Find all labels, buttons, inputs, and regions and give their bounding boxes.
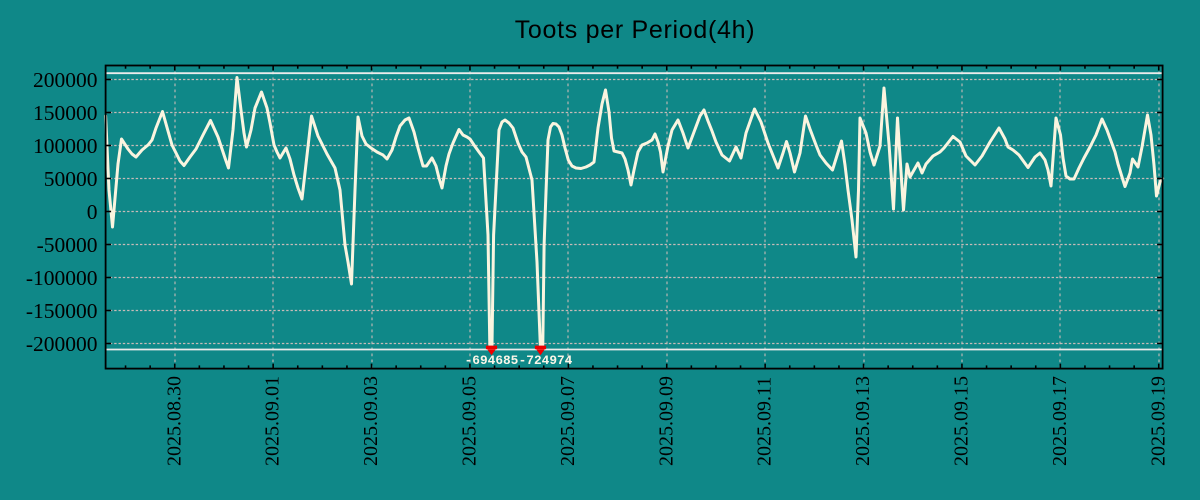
svg-text:-150000: -150000 — [26, 299, 98, 323]
svg-text:150000: 150000 — [33, 101, 98, 125]
svg-text:2025.08.30: 2025.08.30 — [163, 376, 185, 466]
svg-text:-100000: -100000 — [26, 266, 98, 290]
svg-text:2025.09.09: 2025.09.09 — [655, 376, 677, 466]
svg-text:2025.09.11: 2025.09.11 — [754, 377, 776, 466]
svg-text:2025.09.07: 2025.09.07 — [557, 376, 579, 466]
svg-text:2025.09.17: 2025.09.17 — [1049, 376, 1071, 466]
svg-text:2025.09.19: 2025.09.19 — [1147, 376, 1169, 466]
svg-text:0: 0 — [87, 200, 98, 224]
svg-text:-694685: -694685 — [465, 353, 519, 368]
svg-text:2025.09.01: 2025.09.01 — [262, 376, 284, 466]
svg-text:-724974: -724974 — [519, 353, 573, 368]
svg-text:100000: 100000 — [33, 134, 98, 158]
svg-text:2025.09.05: 2025.09.05 — [458, 376, 480, 466]
svg-text:-200000: -200000 — [26, 332, 98, 356]
svg-text:50000: 50000 — [44, 167, 98, 191]
svg-text:200000: 200000 — [33, 68, 98, 92]
svg-text:2025.09.03: 2025.09.03 — [360, 376, 382, 466]
svg-text:2025.09.15: 2025.09.15 — [950, 376, 972, 466]
svg-text:-50000: -50000 — [37, 233, 98, 257]
svg-text:Toots per Period(4h): Toots per Period(4h) — [515, 16, 756, 44]
svg-text:2025.09.13: 2025.09.13 — [852, 376, 874, 466]
